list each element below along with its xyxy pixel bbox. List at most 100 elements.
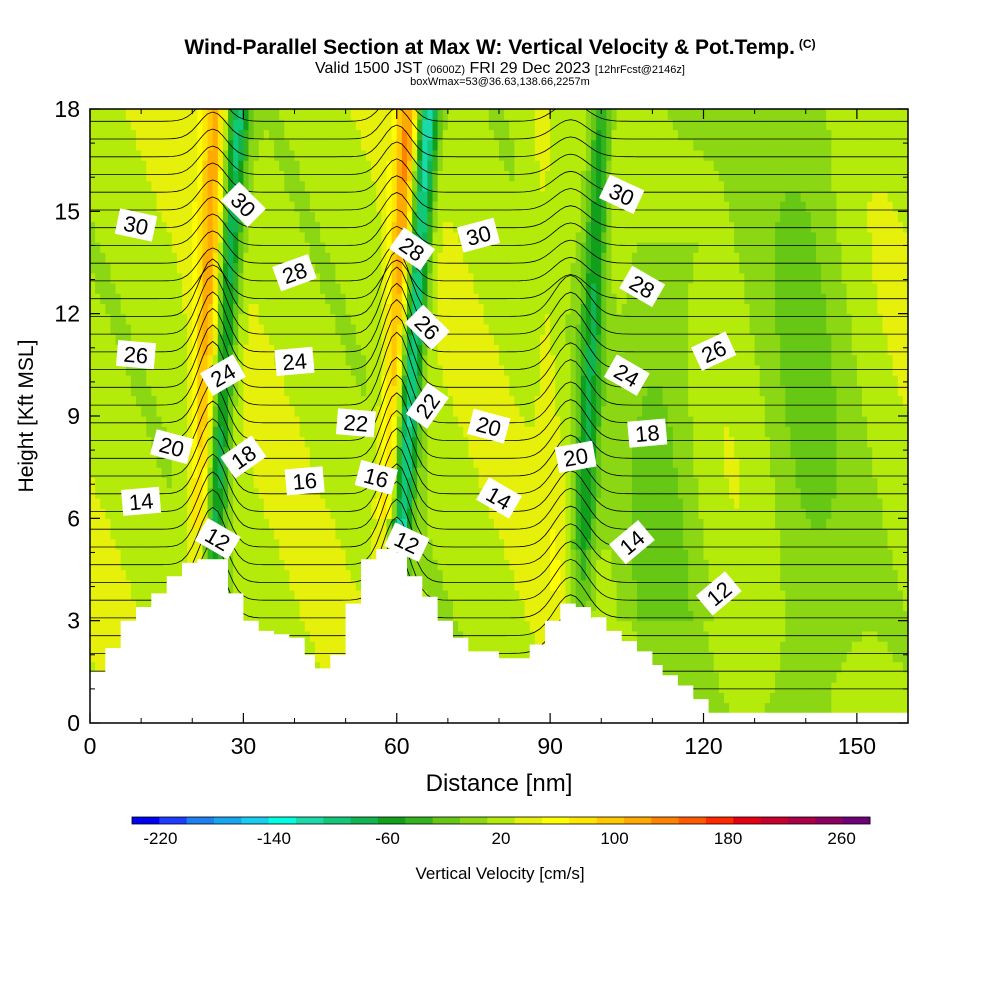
theta-label-bg: [603, 354, 650, 396]
chart-subtitle: Valid 1500 JST (0600Z) FRI 29 Dec 2023 […: [0, 60, 1000, 78]
colorbar-swatch: [214, 817, 242, 824]
theta-label-bg: [115, 339, 157, 370]
theta-label-bg: [476, 477, 522, 519]
plot-area: [90, 109, 908, 723]
colorbar-swatch: [132, 817, 160, 824]
colorbar: -220 -140 -60 20 100 180 260: [131, 816, 871, 848]
theta-line: [90, 109, 908, 122]
x-tick-label: 150: [838, 733, 876, 759]
theta-line: [90, 109, 908, 140]
colorbar-frame: [131, 816, 871, 825]
valid-zulu: (0600Z): [426, 64, 466, 76]
colorbar-swatch: [706, 817, 734, 824]
colorbar-tick-label: 180: [714, 829, 742, 848]
colorbar-tick-label: 260: [827, 829, 855, 848]
theta-label: 16: [354, 459, 399, 495]
theta-line: [90, 315, 908, 388]
colorbar-tick-label: 100: [600, 829, 628, 848]
theta-line: [90, 192, 908, 229]
theta-label: 16: [284, 466, 325, 496]
colorbar-swatch: [651, 817, 680, 824]
theta-line: [90, 250, 908, 317]
x-axis-label: Distance [nm]: [426, 770, 573, 797]
theta-label: 24: [274, 346, 315, 377]
colorbar-swatch: [815, 817, 844, 824]
theta-label-bg: [598, 174, 645, 215]
theta-line: [90, 266, 908, 335]
theta-label: 14: [121, 486, 162, 516]
theta-label-text: 16: [291, 468, 318, 495]
theta-label-bg: [272, 253, 317, 292]
theta-label-bg: [695, 571, 742, 616]
theta-label-bg: [220, 435, 267, 479]
theta-label-bg: [274, 346, 315, 377]
theta-line: [90, 299, 908, 370]
colorbar-swatch: [350, 817, 379, 824]
theta-line: [90, 208, 908, 246]
theta-label-bg: [404, 304, 451, 350]
box-wmax-info: boxWmax=53@36.63,138.66,2257m: [410, 76, 590, 88]
colorbar-swatch: [378, 817, 406, 824]
colorbar-swatch: [460, 817, 488, 824]
colorbar-swatch: [405, 817, 434, 824]
colorbar-swatch: [159, 817, 188, 824]
colorbar-swatch: [569, 817, 598, 824]
y-tick-label: 9: [67, 403, 80, 429]
theta-label-bg: [627, 418, 668, 448]
theta-line: [90, 409, 908, 477]
colorbar-swatch: [760, 817, 789, 824]
theta-label-bg: [384, 522, 430, 563]
theta-label: 22: [335, 408, 376, 438]
colorbar-tick-label: -220: [143, 829, 177, 848]
colorbar-swatch: [678, 817, 707, 824]
theta-label-text: 30: [121, 211, 150, 241]
colorbar-tick-label: -140: [257, 829, 291, 848]
theta-label-bg: [121, 486, 162, 516]
theta-label-text: 20: [562, 443, 590, 472]
copyright-mark: (C): [798, 37, 816, 51]
theta-label-bg: [405, 382, 449, 429]
colorbar-swatch: [432, 817, 461, 824]
colorbar-swatch: [268, 817, 297, 824]
theta-label-bg: [284, 466, 325, 496]
theta-label-text: 14: [128, 488, 155, 515]
colorbar-tick-label: 20: [492, 829, 511, 848]
theta-line: [90, 463, 908, 530]
theta-label-bg: [467, 408, 511, 444]
y-tick-label: 6: [67, 505, 80, 531]
theta-label-bg: [608, 520, 655, 565]
theta-label-bg: [114, 208, 158, 242]
theta-label-bg: [199, 354, 246, 396]
theta-label-bg: [690, 331, 737, 372]
x-tick-label: 120: [684, 733, 722, 759]
theta-line: [90, 225, 908, 264]
colorbar-swatch: [241, 817, 270, 824]
theta-label: 26: [115, 339, 157, 370]
colorbar-tick-label: -60: [375, 829, 400, 848]
y-tick-label: 3: [67, 608, 80, 634]
theta-line: [90, 480, 908, 548]
theta-label-bg: [619, 265, 666, 308]
theta-label-bg: [220, 181, 267, 228]
theta-line: [90, 175, 908, 211]
theta-label-bg: [389, 227, 436, 271]
x-tick-label: 30: [231, 733, 257, 759]
theta-line: [90, 158, 908, 193]
theta-label-text: 22: [343, 410, 370, 437]
theta-label-text: 26: [123, 342, 150, 369]
theta-line: [90, 124, 908, 158]
colorbar-swatch: [186, 817, 215, 824]
x-tick-label: 60: [384, 733, 410, 759]
terrain-mask: [90, 549, 908, 723]
colorbar-swatch: [788, 817, 816, 824]
y-axis-label: Height [Kft MSL]: [15, 340, 38, 493]
theta-label-bg: [554, 440, 597, 474]
theta-label-bg: [354, 459, 399, 495]
theta-label-bg: [150, 429, 194, 465]
theta-label: 30: [114, 208, 158, 242]
theta-label-text: 24: [281, 348, 308, 375]
colorbar-swatch: [842, 817, 871, 824]
theta-label: 20: [150, 429, 194, 465]
